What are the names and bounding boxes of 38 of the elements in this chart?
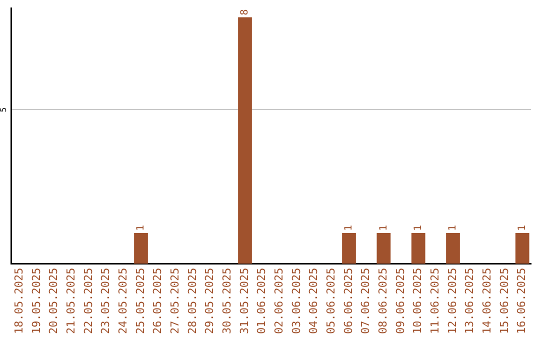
x-tick-label: 23.05.2025 <box>99 268 112 334</box>
x-tick-label: 09.06.2025 <box>394 268 407 334</box>
x-tick-label: 22.05.2025 <box>82 268 95 334</box>
x-tick-label: 06.06.2025 <box>342 268 355 334</box>
data-label: 8 <box>240 9 251 16</box>
data-label: 1 <box>516 224 528 231</box>
x-tick-label: 15.06.2025 <box>498 268 511 334</box>
x-tick-label: 28.05.2025 <box>186 268 199 334</box>
x-tick-label: 27.05.2025 <box>168 268 182 334</box>
data-label: 1 <box>378 224 390 231</box>
x-tick-label: 20.05.2025 <box>47 268 60 334</box>
x-tick-label: 13.06.2025 <box>463 268 476 334</box>
data-label: 1 <box>448 224 459 231</box>
x-tick-label: 07.06.2025 <box>359 268 372 334</box>
y-tick-label: 5 <box>0 107 8 112</box>
x-tick-label: 21.05.2025 <box>64 268 78 334</box>
x-tick-label: 10.06.2025 <box>411 268 424 334</box>
x-tick-label: 12.06.2025 <box>446 268 459 334</box>
x-tick-label: 05.06.2025 <box>324 268 338 334</box>
x-tick-label: 31.05.2025 <box>238 268 251 334</box>
x-tick-label: 11.06.2025 <box>428 268 442 334</box>
data-label: 1 <box>412 224 424 231</box>
x-tick-label: 04.06.2025 <box>307 268 320 334</box>
x-tick-label: 19.05.2025 <box>30 268 43 334</box>
x-tick-label: 08.06.2025 <box>376 268 390 334</box>
x-tick-label: 01.06.2025 <box>255 268 268 334</box>
x-tick-label: 25.05.2025 <box>134 268 147 334</box>
x-tick-label: 18.05.2025 <box>12 268 26 334</box>
x-tick-label: 29.05.2025 <box>203 268 216 334</box>
x-tick-label: 14.06.2025 <box>480 268 494 334</box>
data-label: 1 <box>344 224 355 231</box>
x-tick-label: 02.06.2025 <box>272 268 286 334</box>
data-label: 1 <box>136 224 147 231</box>
x-tick-label: 24.05.2025 <box>116 268 130 334</box>
x-tick-label: 26.05.2025 <box>151 268 164 334</box>
x-tick-label: 30.05.2025 <box>220 268 234 334</box>
x-tick-label: 16.06.2025 <box>515 268 528 334</box>
x-tick-label: 03.06.2025 <box>290 268 303 334</box>
